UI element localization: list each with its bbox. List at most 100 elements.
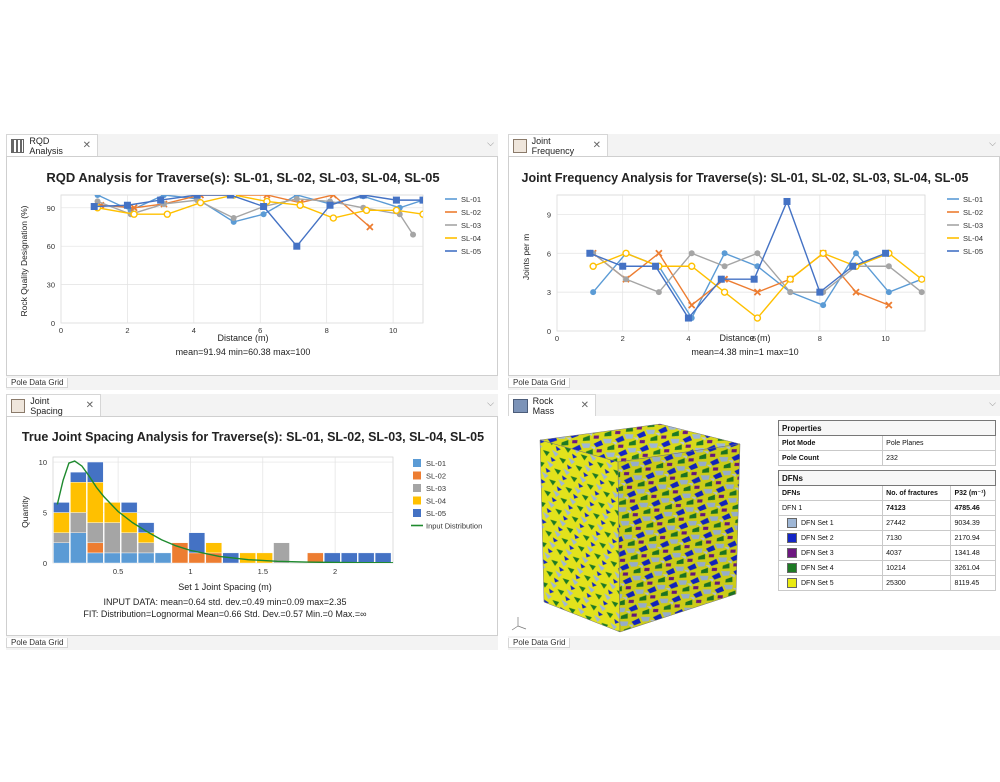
histogram-bar [137,542,155,554]
series-line-sl-05 [589,199,886,320]
color-swatch [787,563,797,573]
data-point [619,262,627,270]
dfn-table: DFNs DFNs No. of fractures P32 (m⁻¹) DFN… [777,470,996,591]
data-point [750,275,758,283]
series-line-sl-02 [100,195,371,228]
legend-swatch [413,459,421,467]
footer-tab[interactable]: Pole Data Grid [508,376,1000,390]
property-key: Pole Count [777,450,884,466]
y-axis-label: Quantity [20,495,30,527]
legend-label: SL-01 [426,459,446,468]
data-point [655,249,663,257]
data-point [652,262,660,270]
dfn-col-name: DFNs [777,485,884,501]
data-point [293,195,300,202]
legend-swatch [413,471,421,480]
data-point [688,250,695,257]
rqd-tabbar: RQD Analysis ✕ ⌵ [6,134,498,156]
histogram-bar [87,482,104,523]
histogram-bar [121,552,138,564]
footer-tab[interactable]: Pole Data Grid [6,636,498,650]
histogram-bar [137,522,155,533]
y-axis-label: Rock Quality Designation (%) [19,205,29,316]
histogram-bar [374,552,392,564]
data-point [622,249,630,257]
data-point [721,250,728,257]
footer-label[interactable]: Pole Data Grid [508,378,571,388]
x-tick-label: 0.5 [113,567,123,576]
tab-joint-spacing[interactable]: Joint Spacing ✕ [6,394,101,416]
dfn-column-headers: DFNs No. of fractures P32 (m⁻¹) [777,485,996,501]
y-tick-label: 0 [547,327,551,336]
close-icon[interactable]: ✕ [592,140,601,151]
chevron-down-icon[interactable]: ⌵ [487,138,494,148]
x-tick-label: 2 [621,334,625,343]
chevron-down-icon[interactable]: ⌵ [989,398,996,408]
data-point [230,215,237,222]
rqd-panel: RQD Analysis ✕ ⌵ RQD Analysis for Traver… [6,134,498,390]
close-icon[interactable]: ✕ [580,400,589,411]
data-point [885,301,893,309]
histogram-bar [239,552,256,564]
rock-mass-icon [513,398,528,413]
close-icon[interactable]: ✕ [85,400,94,411]
tab-rqd-analysis[interactable]: RQD Analysis ✕ [6,134,98,156]
data-point [366,223,374,231]
p32-value: 3261.04 [950,560,996,576]
color-swatch [787,518,797,528]
jf-tabbar: Joint Frequency ✕ ⌵ [508,134,1000,156]
footer-tab[interactable]: Pole Data Grid [508,636,1000,650]
tab-rock-mass[interactable]: Rock Mass ✕ [508,394,596,416]
legend-label: SL-02 [963,208,983,217]
histogram-bar [70,471,87,483]
data-point [130,204,138,212]
dfn-row[interactable]: DFN Set 4 10214 3261.04 [777,560,996,576]
chevron-down-icon[interactable]: ⌵ [487,398,494,408]
footer-label[interactable]: Pole Data Grid [6,638,69,648]
data-point [260,203,268,211]
fracture-count: 10214 [882,560,952,576]
chevron-down-icon[interactable]: ⌵ [989,138,996,148]
footer-tab[interactable]: Pole Data Grid [6,376,498,390]
data-point [260,211,267,218]
fracture-count: 74123 [882,500,952,516]
data-point [853,250,859,257]
tab-joint-frequency[interactable]: Joint Frequency ✕ [508,134,608,156]
footer-label[interactable]: Pole Data Grid [6,378,69,388]
x-tick-label: 4 [686,334,690,343]
close-icon[interactable]: ✕ [82,140,91,151]
chart-title: True Joint Spacing Analysis for Traverse… [22,430,484,444]
data-point [717,275,725,283]
legend-label: Input Distribution [426,522,482,531]
data-point [193,195,201,199]
dfn-name: DFN Set 3 [777,545,884,561]
y-tick-label: 0 [43,559,47,568]
data-point [226,195,234,199]
dfn-name: DFN Set 4 [777,560,884,576]
legend-label: SL-04 [461,234,481,243]
color-swatch [787,533,797,543]
dfn-row[interactable]: DFN Set 1 27442 9034.39 [777,515,996,531]
footer-label[interactable]: Pole Data Grid [508,638,571,648]
data-point [196,198,205,207]
dfn-row[interactable]: DFN Set 2 7130 2170.94 [777,530,996,546]
data-point [419,210,423,218]
p32-value: 8119.45 [950,575,996,591]
x-tick-label: 1.5 [258,567,268,576]
y-tick-label: 5 [43,509,47,518]
dfn-row[interactable]: DFN Set 5 25300 8119.45 [777,575,996,591]
histogram-bar [53,532,70,544]
dfn-row[interactable]: DFN Set 3 4037 1341.48 [777,545,996,561]
cube-front-face [539,439,621,633]
rock-mass-3d-view[interactable] [508,416,778,634]
fracture-count: 25300 [882,575,952,591]
data-point [163,210,171,218]
y-tick-label: 3 [547,288,551,297]
dfn-row[interactable]: DFN 1 74123 4785.46 [777,500,996,516]
data-point [94,195,101,198]
histogram-bar [205,542,222,554]
legend-label: SL-05 [461,247,481,256]
y-tick-label: 6 [547,249,551,258]
x-tick-label: 6 [258,326,262,335]
data-point [754,250,761,257]
